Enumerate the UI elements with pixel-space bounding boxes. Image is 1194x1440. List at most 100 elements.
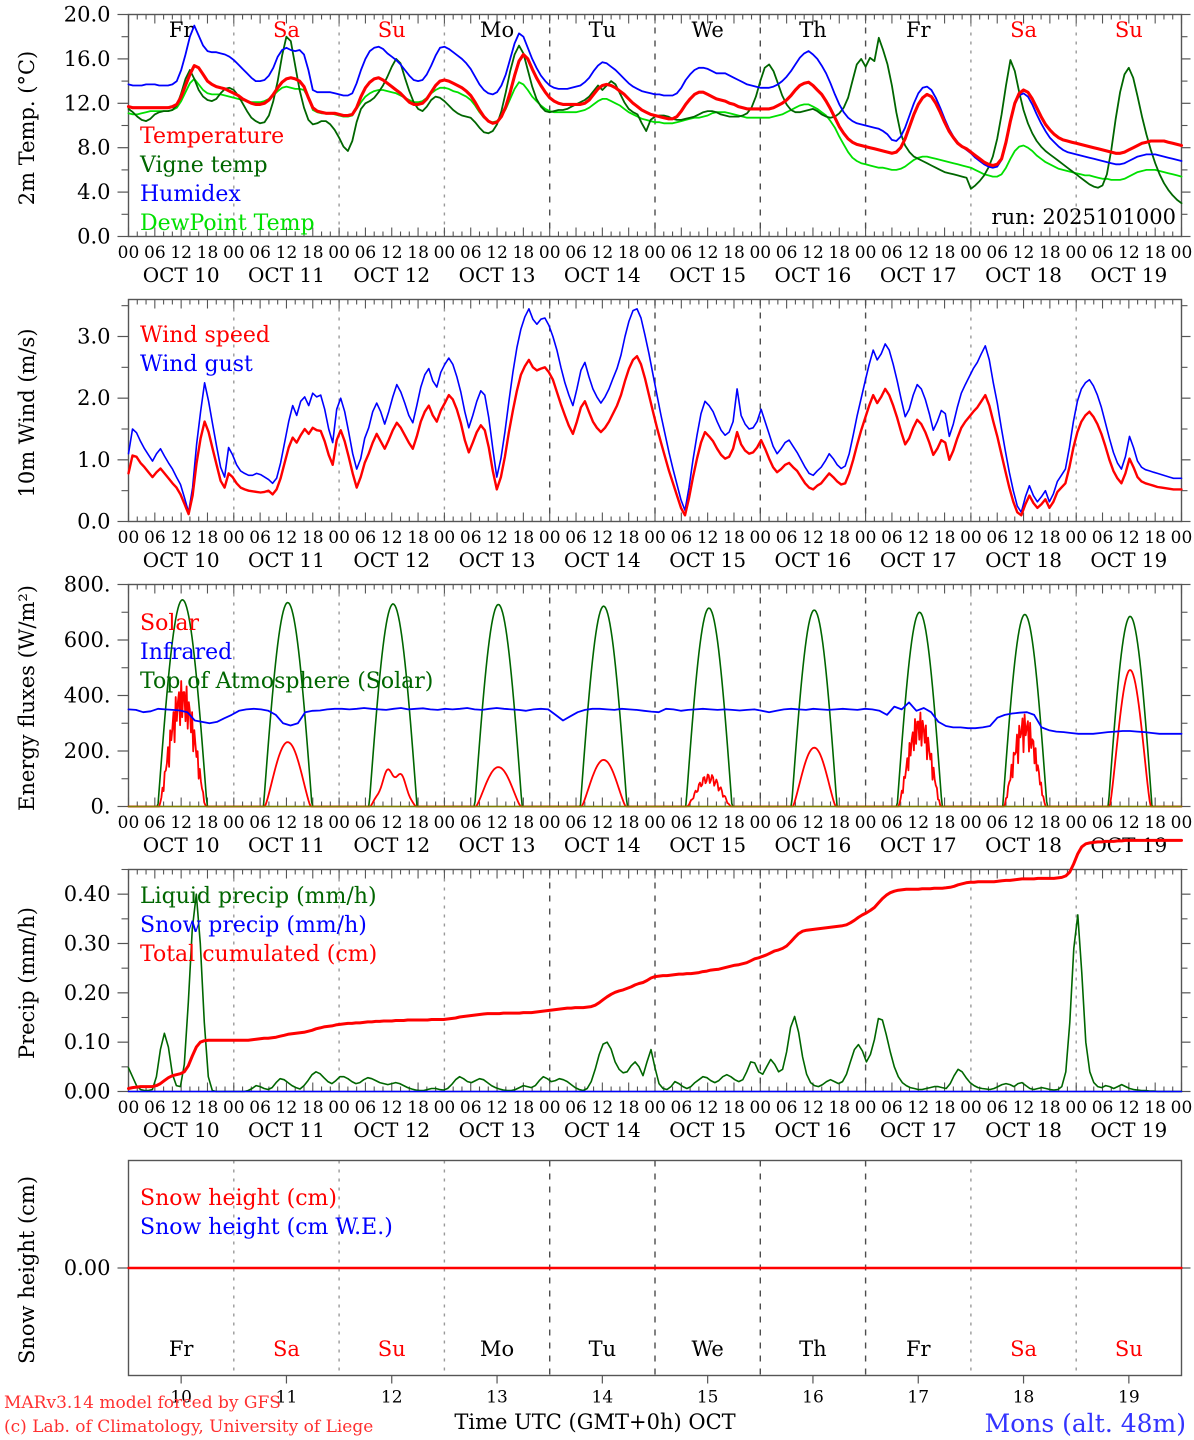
- hour-tick-label: 00: [1065, 813, 1087, 833]
- hour-tick-label: 00: [223, 1098, 245, 1118]
- hour-tick-label: 18: [723, 528, 745, 548]
- hour-tick-label: 00: [644, 1098, 666, 1118]
- hour-tick-label: 18: [723, 1098, 745, 1118]
- hour-tick-label: 18: [1144, 528, 1166, 548]
- hour-tick-label: 00: [434, 528, 456, 548]
- hour-tick-label: 12: [907, 528, 929, 548]
- hour-tick-label: 18: [197, 243, 219, 263]
- hour-tick-label: 06: [249, 528, 271, 548]
- day-label: OCT 13: [459, 263, 536, 287]
- hour-tick-label: 06: [249, 1098, 271, 1118]
- hour-tick-label: 00: [1171, 243, 1193, 263]
- series-curve: [127, 354, 1183, 517]
- weekday-label: Sa: [1010, 18, 1037, 42]
- hour-tick-label: 18: [197, 813, 219, 833]
- legend-top-of-atmosphere: Top of Atmosphere (Solar): [140, 669, 433, 694]
- day-label: OCT 13: [459, 548, 536, 572]
- series-curve: [126, 52, 1184, 168]
- footer-model-credit: MARv3.14 model forced by GFS: [4, 1393, 281, 1413]
- y-tick-label: 0.00: [64, 1256, 111, 1280]
- hour-tick-label: 18: [407, 243, 429, 263]
- hour-tick-label: 00: [223, 528, 245, 548]
- y-tick-label: 0.0: [77, 225, 110, 249]
- hour-tick-label: 00: [1171, 528, 1193, 548]
- hour-tick-label: 18: [828, 528, 850, 548]
- hour-tick-label: 06: [881, 813, 903, 833]
- day-label: OCT 16: [775, 548, 852, 572]
- hour-tick-label: 18: [1144, 1098, 1166, 1118]
- snow-height-plot: Snow height (cm) 0.00 Snow height (cm) S…: [4, 1159, 1191, 1438]
- hour-tick-label: 18: [197, 528, 219, 548]
- hour-tick-label: 12: [276, 813, 298, 833]
- hour-tick-label: 06: [565, 243, 587, 263]
- hour-tick-label: 12: [802, 528, 824, 548]
- hour-tick-label: 06: [671, 243, 693, 263]
- hour-tick-label: 18: [1039, 1098, 1061, 1118]
- hour-tick-label: 00: [749, 243, 771, 263]
- y-tick-label: 800.: [64, 573, 111, 597]
- panel-energy-fluxes: Energy fluxes (W/m²) 0. 200. 400. 600. 800. …: [0, 570, 1194, 858]
- hour-tick-label: 00: [960, 528, 982, 548]
- hour-tick-label: 12: [1118, 243, 1140, 263]
- wind-legend: Wind speed Wind gust: [140, 323, 270, 377]
- day-number-label: 10: [170, 1388, 192, 1408]
- legend-solar: Solar: [140, 611, 199, 636]
- hour-tick-label: 06: [881, 528, 903, 548]
- hour-tick-label: 06: [776, 1098, 798, 1118]
- y-tick-label: 20.0: [64, 3, 111, 27]
- hour-tick-label: 18: [1144, 813, 1166, 833]
- y-tick-label: 600.: [64, 628, 111, 652]
- footer-lab-credit: (c) Lab. of Climatology, University of L…: [4, 1417, 373, 1437]
- hour-tick-label: 12: [592, 813, 614, 833]
- hour-tick-label: 12: [907, 1098, 929, 1118]
- hour-tick-label: 06: [881, 1098, 903, 1118]
- hour-tick-label: 06: [671, 813, 693, 833]
- precip-ylabel: Precip (mm/h): [15, 907, 39, 1059]
- hour-tick-label: 00: [434, 243, 456, 263]
- temp-legend: Temperature Vigne temp Humidex DewPoint …: [139, 124, 315, 236]
- hour-tick-label: 00: [328, 243, 350, 263]
- hour-tick-label: 18: [1039, 813, 1061, 833]
- hour-tick-label: 18: [723, 813, 745, 833]
- day-number-label: 16: [802, 1388, 824, 1408]
- hour-tick-label: 00: [1065, 528, 1087, 548]
- hour-tick-label: 12: [170, 243, 192, 263]
- hour-tick-label: 12: [486, 243, 508, 263]
- hour-tick-label: 18: [618, 813, 640, 833]
- hour-tick-label: 12: [381, 1098, 403, 1118]
- hour-tick-label: 12: [592, 243, 614, 263]
- temperature-plot: 2m Temp. (°C) 0.0 4.0 8.0 12.0 16.0 20.0 Fr Sa…: [15, 3, 1193, 288]
- hour-tick-label: 18: [407, 1098, 429, 1118]
- day-label: OCT 14: [564, 263, 641, 287]
- day-label: OCT 10: [143, 833, 220, 857]
- hour-tick-label: 12: [276, 243, 298, 263]
- day-label: OCT 15: [669, 833, 746, 857]
- hour-tick-label: 06: [776, 528, 798, 548]
- hour-tick-label: 18: [407, 813, 429, 833]
- run-annotation: run: 2025101000: [992, 205, 1176, 229]
- hour-tick-label: 12: [486, 813, 508, 833]
- weekday-label: Su: [378, 18, 406, 42]
- hour-tick-label: 12: [907, 813, 929, 833]
- hour-tick-label: 06: [144, 813, 166, 833]
- wind-y-ticks: 0.0 1.0 2.0 3.0: [77, 305, 1191, 534]
- y-tick-label: 0.10: [64, 1030, 111, 1054]
- hour-tick-label: 00: [223, 243, 245, 263]
- y-tick-label: 0.30: [64, 932, 111, 956]
- wind-x-ticks: [127, 299, 1183, 522]
- weekday-label: We: [691, 18, 723, 42]
- hour-tick-label: 06: [881, 243, 903, 263]
- y-tick-label: 400.: [64, 684, 111, 708]
- hour-tick-label: 06: [144, 528, 166, 548]
- flux-vertical-gridlines: [233, 584, 1077, 807]
- day-label: OCT 12: [353, 833, 430, 857]
- hour-tick-label: 12: [697, 1098, 719, 1118]
- hour-tick-label: 00: [539, 1098, 561, 1118]
- hour-tick-label: 06: [776, 243, 798, 263]
- hour-tick-label: 12: [170, 1098, 192, 1118]
- flux-y-ticks: 0. 200. 400. 600. 800.: [64, 573, 1191, 819]
- hour-tick-label: 12: [592, 528, 614, 548]
- day-number-label: 13: [486, 1388, 508, 1408]
